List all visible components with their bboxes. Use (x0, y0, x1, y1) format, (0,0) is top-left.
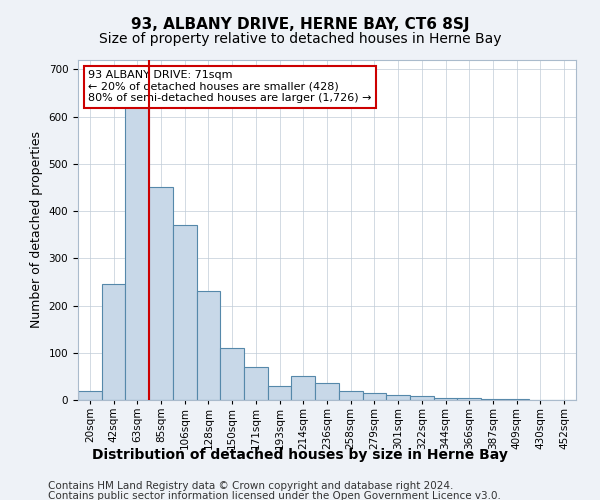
Bar (481, 398, 505, 400)
Bar (173, 226, 197, 400)
Bar (102, 284, 125, 400)
Bar (78, 390, 102, 400)
Bar (149, 188, 173, 400)
Text: Contains public sector information licensed under the Open Government Licence v3: Contains public sector information licen… (48, 491, 501, 500)
Bar (244, 367, 268, 400)
Bar (315, 384, 339, 400)
Bar (197, 292, 220, 400)
Bar (386, 396, 410, 400)
Bar (434, 398, 457, 400)
Text: Distribution of detached houses by size in Herne Bay: Distribution of detached houses by size … (92, 448, 508, 462)
Bar (362, 393, 386, 400)
Bar (220, 348, 244, 400)
Text: 93 ALBANY DRIVE: 71sqm
← 20% of detached houses are smaller (428)
80% of semi-de: 93 ALBANY DRIVE: 71sqm ← 20% of detached… (88, 70, 371, 103)
Bar (125, 96, 149, 400)
Text: Contains HM Land Registry data © Crown copyright and database right 2024.: Contains HM Land Registry data © Crown c… (48, 481, 454, 491)
Bar (410, 396, 434, 400)
Bar (457, 398, 481, 400)
Text: Size of property relative to detached houses in Herne Bay: Size of property relative to detached ho… (99, 32, 501, 46)
Bar (505, 399, 529, 400)
Y-axis label: Number of detached properties: Number of detached properties (30, 132, 43, 328)
Bar (292, 376, 315, 400)
Bar (339, 390, 362, 400)
Text: 93, ALBANY DRIVE, HERNE BAY, CT6 8SJ: 93, ALBANY DRIVE, HERNE BAY, CT6 8SJ (131, 18, 469, 32)
Bar (268, 386, 292, 400)
